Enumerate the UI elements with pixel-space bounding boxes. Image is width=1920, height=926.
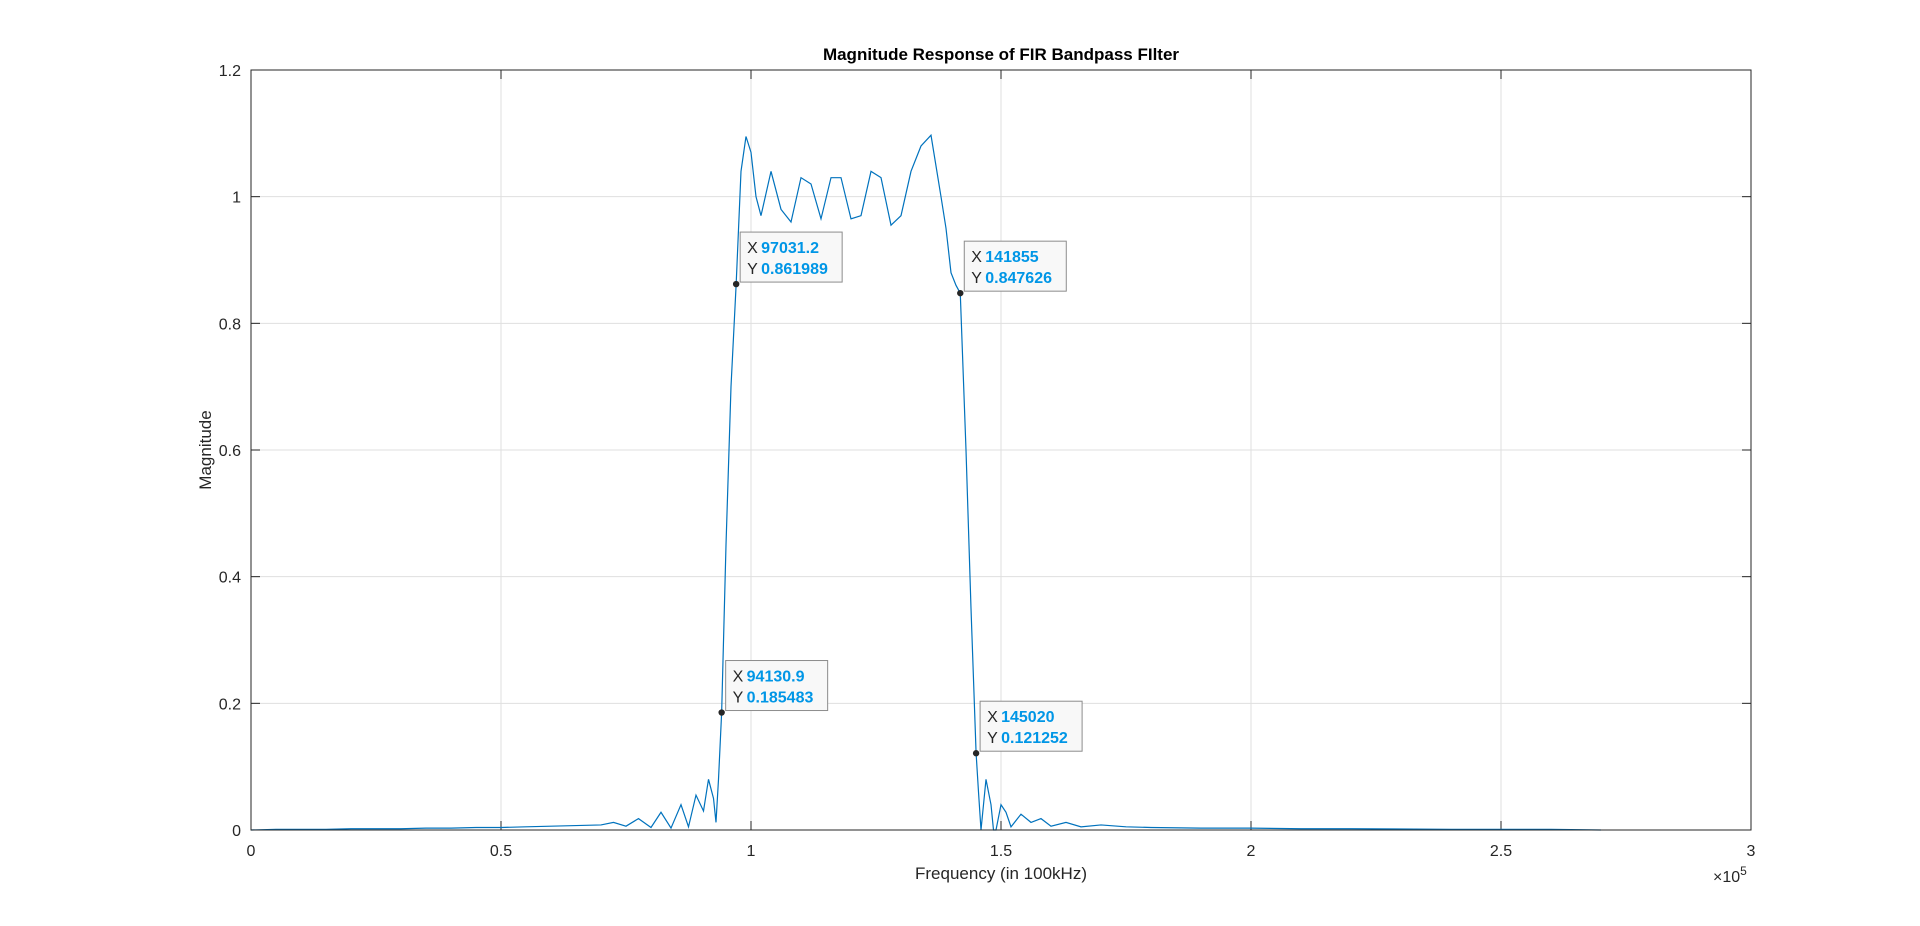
datatip-y-key: Y bbox=[747, 261, 758, 278]
x-tick-label: 1 bbox=[747, 843, 756, 860]
x-exponent-power: 5 bbox=[1740, 864, 1747, 878]
datatip-marker[interactable] bbox=[972, 750, 980, 757]
y-tick-labels: 0 0.2 0.4 0.6 0.8 1 1.2 bbox=[219, 63, 241, 840]
datatip-y-value: 0.121252 bbox=[1001, 730, 1068, 747]
datatip-x-key: X bbox=[733, 669, 744, 686]
x-tick-label: 2 bbox=[1247, 843, 1256, 860]
chart-title: Magnitude Response of FIR Bandpass FIlte… bbox=[823, 45, 1179, 64]
datatip-x-value: 94130.9 bbox=[747, 669, 805, 686]
datatip-box bbox=[979, 700, 1083, 752]
y-tick-label: 0 bbox=[232, 823, 241, 840]
x-tick-label: 2.5 bbox=[1490, 843, 1512, 860]
y-tick-label: 0.6 bbox=[219, 443, 241, 460]
datatip-x-key: X bbox=[987, 709, 998, 726]
datatip-x-value: 97031.2 bbox=[761, 240, 819, 257]
datatip-y-value: 0.185483 bbox=[747, 690, 814, 707]
datatip-marker[interactable] bbox=[732, 280, 740, 288]
datatip-x-key: X bbox=[971, 249, 982, 266]
datatip-x-value: 145020 bbox=[1001, 709, 1054, 726]
x-tick-labels: 0 0.5 1 1.5 2 2.5 3 bbox=[247, 843, 1756, 860]
x-exponent-label: ×105 bbox=[1713, 864, 1747, 886]
axes-box bbox=[250, 69, 1752, 831]
y-axis-label: Magnitude bbox=[196, 410, 215, 489]
datatip-y-key: Y bbox=[733, 690, 744, 707]
x-tick-label: 0.5 bbox=[490, 843, 512, 860]
datatip-marker[interactable] bbox=[957, 289, 964, 297]
datatip-y-key: Y bbox=[987, 730, 998, 747]
x-tick-label: 1.5 bbox=[990, 843, 1012, 860]
x-exponent-base: ×10 bbox=[1713, 869, 1740, 886]
datatip-y-key: Y bbox=[971, 270, 982, 287]
datatip-box bbox=[725, 660, 829, 712]
datatip[interactable]: X 97031.2Y 0.861989 bbox=[732, 231, 843, 288]
x-axis-label: Frequency (in 100kHz) bbox=[915, 864, 1087, 883]
y-tick-label: 1 bbox=[232, 190, 241, 207]
datatip-y-value: 0.861989 bbox=[761, 261, 828, 278]
datatip-marker[interactable] bbox=[718, 709, 725, 716]
grid-lines bbox=[251, 70, 1751, 830]
x-tick-label: 0 bbox=[247, 843, 256, 860]
datatip-y-value: 0.847626 bbox=[985, 270, 1052, 287]
datatip-x-key: X bbox=[747, 240, 758, 257]
datatip-box bbox=[739, 231, 843, 283]
datatip[interactable]: X 94130.9Y 0.185483 bbox=[718, 660, 829, 716]
y-tick-label: 0.4 bbox=[219, 570, 241, 587]
y-tick-label: 1.2 bbox=[219, 63, 241, 80]
y-tick-label: 0.2 bbox=[219, 696, 241, 713]
y-tick-label: 0.8 bbox=[219, 316, 241, 333]
magnitude-series-line bbox=[250, 133, 1602, 831]
datatip-box bbox=[963, 240, 1067, 292]
datatip-x-value: 141855 bbox=[985, 249, 1038, 266]
x-tick-label: 3 bbox=[1747, 843, 1756, 860]
